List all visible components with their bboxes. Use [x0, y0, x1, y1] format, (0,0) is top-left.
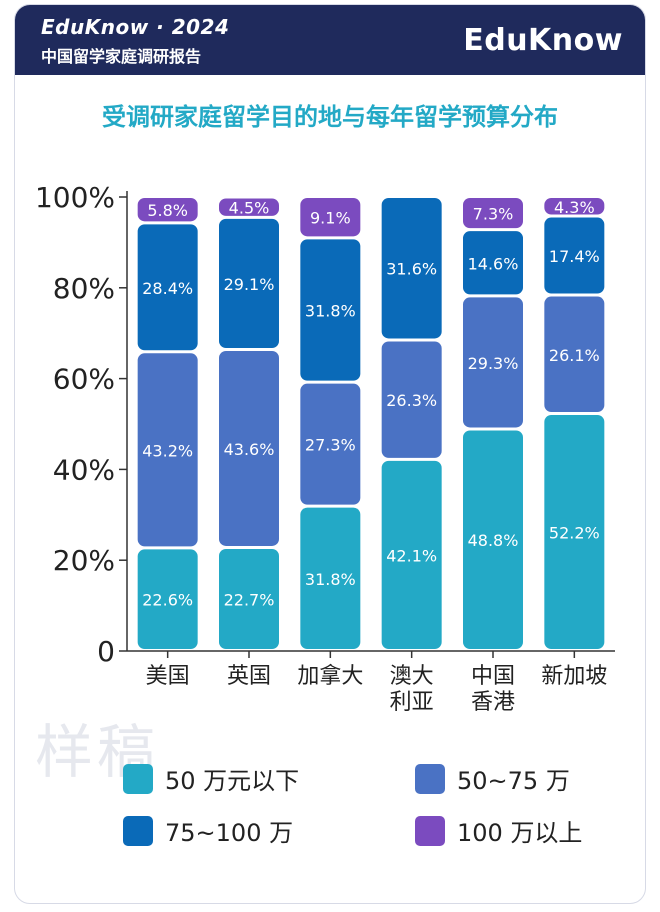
y-tick-label: 0 [97, 635, 115, 668]
bar-segment [463, 430, 523, 649]
x-tick-label: 澳大 [390, 664, 434, 689]
data-label: 31.6% [386, 260, 437, 279]
data-label: 4.5% [229, 199, 270, 218]
bar-segment [137, 224, 198, 351]
report-card: EduKnow · 2024 中国留学家庭调研报告 EduKnow 受调研家庭留… [14, 4, 646, 904]
data-label: 22.6% [142, 591, 193, 610]
bar-segment [219, 350, 279, 546]
bar-segment [381, 460, 442, 649]
bar-segment [219, 548, 279, 649]
data-label: 17.4% [549, 247, 600, 266]
data-label: 26.3% [386, 391, 437, 410]
header-bar: EduKnow · 2024 中国留学家庭调研报告 EduKnow [15, 5, 645, 75]
y-tick-label: 20% [53, 544, 115, 577]
data-label: 27.3% [305, 436, 356, 455]
bar-segment [544, 198, 605, 215]
data-label: 31.8% [305, 302, 356, 321]
data-label: 9.1% [310, 209, 351, 228]
bar-segment [137, 353, 198, 547]
bar-segment [463, 231, 523, 295]
data-label: 26.1% [549, 346, 600, 365]
x-tick-label: 中国 [471, 664, 515, 689]
y-tick-label: 80% [53, 272, 115, 305]
y-tick-label: 40% [53, 453, 115, 486]
bar-segment [219, 198, 279, 216]
data-label: 5.8% [147, 201, 188, 220]
x-tick-label: 利亚 [390, 690, 434, 715]
brand-year: EduKnow · 2024 [41, 15, 230, 39]
data-label: 52.2% [549, 524, 600, 543]
x-tick-label: 新加坡 [541, 664, 607, 689]
bar-segment [381, 341, 442, 458]
data-label: 14.6% [468, 254, 519, 273]
data-label: 28.4% [142, 279, 193, 298]
data-label: 7.3% [473, 205, 514, 224]
data-label: 43.6% [224, 440, 275, 459]
x-tick-label: 香港 [471, 690, 515, 715]
bar-segment [544, 217, 605, 294]
bar-segment [219, 218, 279, 348]
bar-segment [463, 198, 523, 229]
data-label: 29.3% [468, 354, 519, 373]
y-tick-label: 60% [53, 363, 115, 396]
bar-segment [137, 198, 198, 222]
stacked-bar-chart: 0 20% 40% 60% 80% 100% 22.6% 43.2% 28.4% 5.8% 美国 22… [35, 181, 615, 715]
bar-segment [300, 383, 361, 505]
bar-segment [544, 296, 605, 413]
data-label: 31.8% [305, 570, 356, 589]
data-label: 43.2% [142, 441, 193, 460]
bar-segment [463, 297, 523, 428]
data-label: 48.8% [468, 531, 519, 550]
data-label: 29.1% [224, 275, 275, 294]
bar-segment [381, 198, 442, 339]
x-tick-label: 英国 [227, 664, 271, 689]
bar-segment [300, 507, 361, 649]
bar-segment [300, 239, 361, 381]
report-subtitle: 中国留学家庭调研报告 [41, 47, 202, 66]
eduknow-logo: EduKnow [463, 23, 623, 58]
bar-segment [544, 415, 605, 649]
x-tick-label: 美国 [146, 664, 190, 689]
y-tick-label: 100% [35, 181, 115, 214]
chart-title: 受调研家庭留学目的地与每年留学预算分布 [102, 103, 558, 131]
x-tick-label: 加拿大 [297, 663, 363, 689]
data-label: 42.1% [386, 546, 437, 565]
bar-segment [300, 198, 361, 237]
bar-segment [137, 549, 198, 649]
data-label: 4.3% [554, 198, 595, 217]
data-label: 22.7% [224, 590, 275, 609]
